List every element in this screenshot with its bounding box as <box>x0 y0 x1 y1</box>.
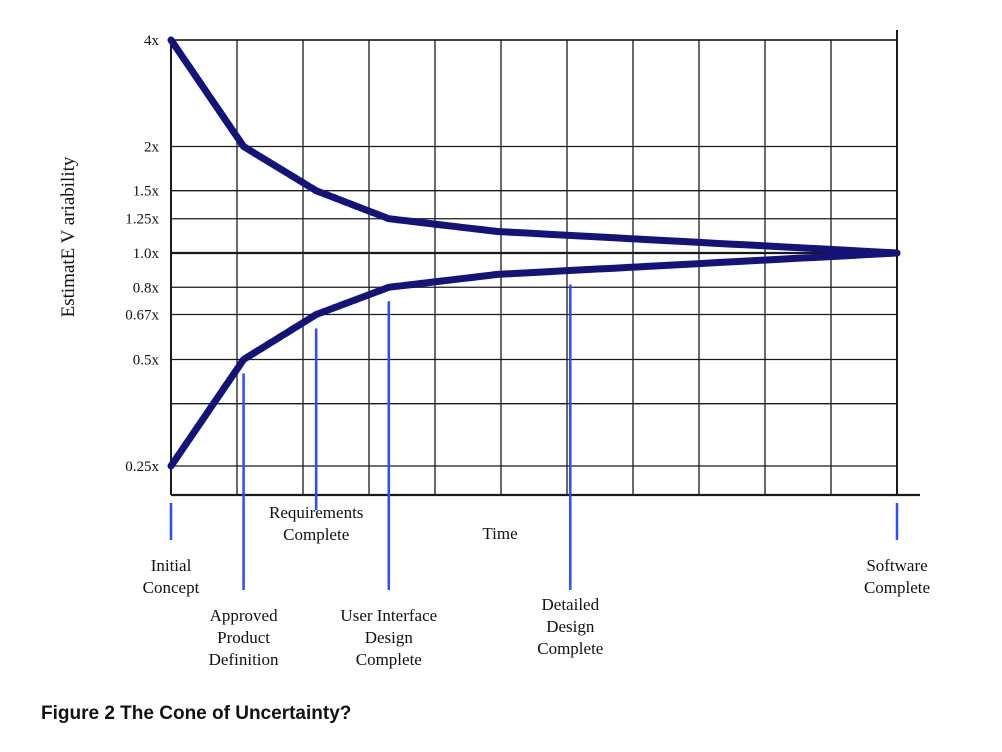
milestone-label: Initial <box>151 556 192 575</box>
y-tick-label: 4x <box>144 33 160 49</box>
milestone-label: Design <box>546 617 595 636</box>
milestone-label: Requirements <box>269 503 363 522</box>
figure-caption: Figure 2 The Cone of Uncertainty? <box>41 703 352 724</box>
y-tick-label: 0.25x <box>125 459 159 475</box>
milestone-label: User Interface <box>340 606 437 625</box>
cone-of-uncertainty-chart: 4x 2x 1.5x 1.25x 1.0x 0.8x 0.67x 0.5x 0.25x Estim… <box>58 30 930 669</box>
y-tick-label: 0.67x <box>125 308 159 324</box>
milestone-label: Complete <box>537 639 603 658</box>
milestone-label: Complete <box>864 578 930 597</box>
upper-bound-curve <box>167 36 901 257</box>
y-tick-label: 2x <box>144 140 160 156</box>
milestone-label: Definition <box>209 650 279 669</box>
y-tick-label: 1.25x <box>125 212 159 228</box>
milestone-label: Design <box>365 628 414 647</box>
y-tick-label: 1.5x <box>133 184 160 200</box>
milestone-label: Approved <box>210 606 278 625</box>
y-tick-label: 0.5x <box>133 353 160 369</box>
lower-bound-curve <box>167 249 901 470</box>
x-axis-label: Time <box>482 524 517 543</box>
milestone-label: Concept <box>143 578 200 597</box>
milestone-label: Complete <box>283 525 349 544</box>
y-tick-label: 1.0x <box>133 246 160 262</box>
y-axis-label: EstimatE V ariability <box>58 156 79 317</box>
y-tick-label: 0.8x <box>133 280 160 296</box>
milestone-label: Product <box>217 628 270 647</box>
milestone-label: Complete <box>356 650 422 669</box>
milestone-label: Detailed <box>542 595 600 614</box>
milestone-label: Software <box>866 556 927 575</box>
